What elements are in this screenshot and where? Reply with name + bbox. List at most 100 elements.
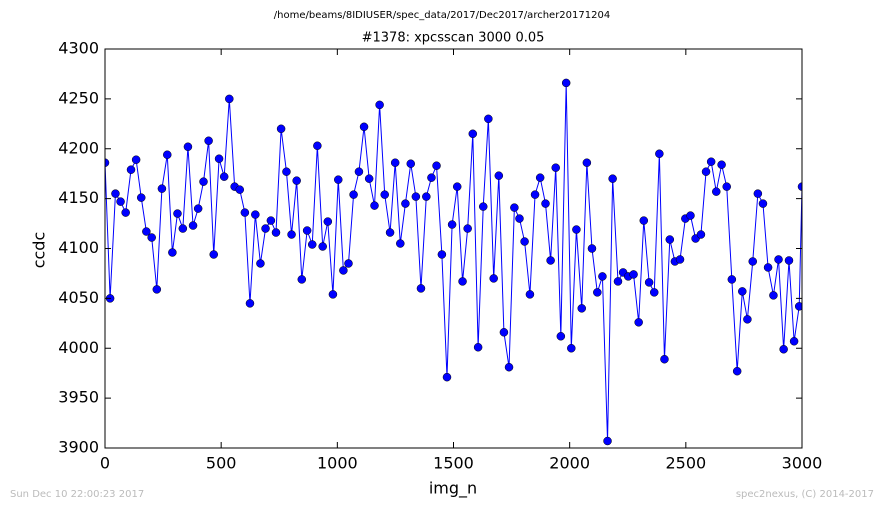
data-point xyxy=(722,182,731,191)
data-point xyxy=(401,199,410,208)
data-point xyxy=(530,190,540,199)
data-point xyxy=(748,257,757,266)
x-tick-label: 0 xyxy=(100,454,110,473)
data-point xyxy=(593,288,602,297)
data-point xyxy=(649,288,659,297)
data-point xyxy=(307,240,317,249)
data-point xyxy=(432,161,441,170)
x-tick-label: 2000 xyxy=(549,454,590,473)
data-point xyxy=(375,100,384,110)
data-point xyxy=(173,209,182,218)
data-point xyxy=(416,284,426,293)
x-tick-label: 2500 xyxy=(665,454,706,473)
plot-area xyxy=(105,78,802,446)
data-point xyxy=(163,150,172,159)
data-point xyxy=(598,272,607,281)
y-tick-label: 4000 xyxy=(58,338,99,357)
data-point xyxy=(219,172,229,181)
y-tick-label: 4200 xyxy=(58,138,99,157)
data-point xyxy=(489,274,498,283)
series-group xyxy=(105,78,802,446)
data-point xyxy=(111,189,120,198)
data-point xyxy=(494,171,504,180)
x-tick-label: 1500 xyxy=(433,454,474,473)
data-point xyxy=(458,277,467,286)
data-point xyxy=(665,235,675,244)
data-point xyxy=(266,216,276,225)
y-tick-label: 4150 xyxy=(58,188,99,207)
data-point xyxy=(577,304,586,313)
y-tick-label: 3950 xyxy=(58,388,99,407)
data-point xyxy=(199,177,208,186)
data-point xyxy=(484,114,493,124)
data-point xyxy=(515,214,524,223)
data-point xyxy=(209,250,218,259)
data-point xyxy=(344,259,353,268)
data-point xyxy=(157,184,167,193)
footer-left: Sun Dec 10 22:00:23 2017 xyxy=(10,489,144,500)
data-point xyxy=(644,278,654,287)
data-point xyxy=(478,202,488,211)
data-point xyxy=(328,290,338,299)
data-point xyxy=(794,302,802,311)
data-point xyxy=(789,337,799,346)
data-point xyxy=(370,201,379,210)
data-point xyxy=(629,270,638,279)
data-point xyxy=(152,285,162,294)
data-point xyxy=(572,225,581,234)
data-point xyxy=(292,176,301,185)
chart-title: #1378: xpcsscan 3000 0.05 xyxy=(362,31,545,46)
data-point xyxy=(131,155,141,164)
data-point xyxy=(302,226,312,235)
data-point xyxy=(473,343,483,352)
data-point xyxy=(183,142,193,152)
data-point xyxy=(116,197,125,206)
data-point xyxy=(535,173,545,182)
data-point xyxy=(769,291,778,300)
data-point xyxy=(660,354,669,364)
data-point xyxy=(427,173,436,182)
data-point xyxy=(504,362,514,372)
data-point xyxy=(634,318,643,327)
data-point xyxy=(364,174,374,183)
data-point xyxy=(235,185,245,194)
data-point xyxy=(732,366,742,376)
data-point xyxy=(784,256,794,265)
data-point xyxy=(727,275,737,284)
data-point xyxy=(706,157,716,166)
data-point xyxy=(385,228,395,237)
data-point xyxy=(613,277,623,286)
data-point xyxy=(136,193,146,202)
data-point xyxy=(354,167,364,176)
data-point xyxy=(561,78,571,88)
data-point xyxy=(271,228,281,237)
data-point xyxy=(406,159,416,168)
data-point xyxy=(546,256,555,265)
data-point xyxy=(349,190,358,199)
data-point xyxy=(339,266,348,275)
data-point xyxy=(240,208,250,217)
data-point xyxy=(188,221,198,230)
data-point xyxy=(422,192,431,201)
y-tick-label: 4300 xyxy=(58,39,99,58)
data-point xyxy=(411,192,421,201)
data-point xyxy=(313,141,322,151)
data-point xyxy=(147,233,156,242)
data-point xyxy=(251,210,260,219)
data-point xyxy=(463,224,472,233)
data-point xyxy=(261,224,270,233)
data-point xyxy=(468,129,478,139)
data-point xyxy=(582,158,592,167)
data-point xyxy=(359,122,369,132)
data-point xyxy=(655,149,664,158)
data-point xyxy=(743,315,752,324)
y-tick-label: 4100 xyxy=(58,238,99,257)
data-point xyxy=(276,124,286,134)
data-point xyxy=(675,255,685,264)
data-point xyxy=(256,259,265,268)
data-point xyxy=(126,165,136,174)
data-point xyxy=(696,230,706,239)
y-tick-label: 4050 xyxy=(58,288,99,307)
footer-right: spec2nexus, (C) 2014-2017 xyxy=(736,489,874,500)
